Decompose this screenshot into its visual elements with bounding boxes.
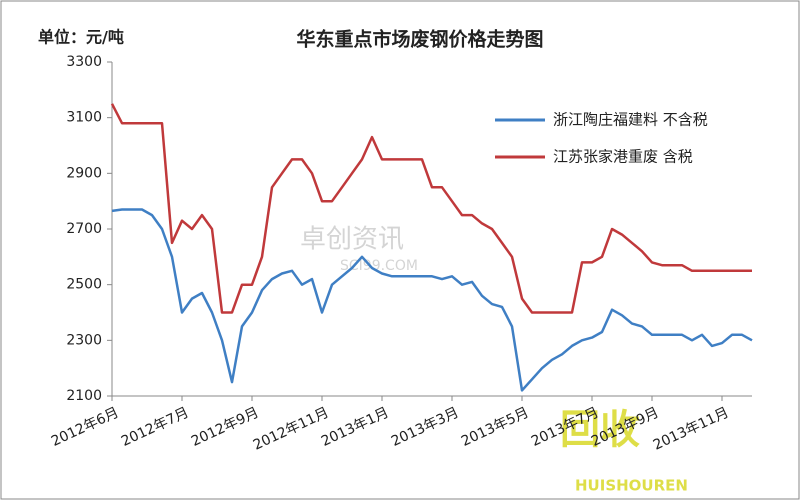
unit-label: 单位：元/吨 — [38, 28, 124, 47]
y-tick-label: 2100 — [66, 388, 102, 404]
y-tick-label: 2300 — [66, 332, 102, 348]
logo: HUISHOUREN — [575, 477, 688, 495]
chart-title: 华东重点市场废钢价格走势图 — [296, 28, 543, 51]
logo: 回收 — [560, 407, 640, 453]
y-tick-label: 2700 — [66, 221, 102, 237]
watermark: SCI99.COM — [340, 258, 418, 274]
legend-label: 浙江陶庄福建料 不含税 — [553, 111, 708, 129]
y-tick-label: 3100 — [66, 110, 102, 126]
watermark: 卓创资讯 — [300, 225, 404, 255]
y-tick-label: 3300 — [66, 54, 102, 70]
series-line — [110, 103, 752, 314]
legend-label: 江苏张家港重废 含税 — [553, 148, 693, 166]
y-tick-label: 2900 — [66, 165, 102, 181]
y-tick-label: 2500 — [66, 277, 102, 293]
series-line — [111, 208, 753, 392]
